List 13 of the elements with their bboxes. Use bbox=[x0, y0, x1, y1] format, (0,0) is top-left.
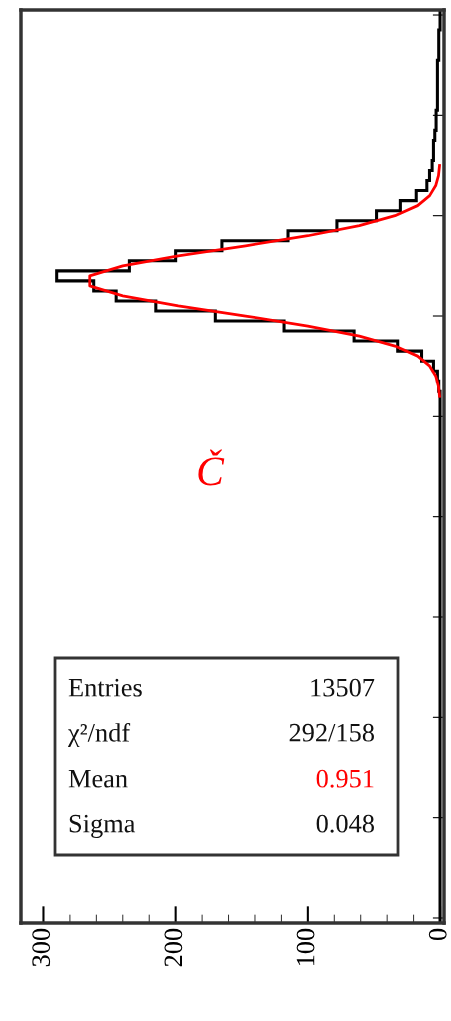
x-tick-label: 200 bbox=[164, 928, 183, 967]
annotation: Mean bbox=[68, 770, 128, 788]
annotation: Sigma bbox=[69, 814, 136, 838]
x-tick-label: 0 bbox=[428, 928, 447, 941]
annotation: 292/158 bbox=[289, 723, 374, 742]
annotation: 0.048 bbox=[316, 814, 374, 833]
annotation: 13507 bbox=[311, 678, 375, 697]
annotation: 0.951 bbox=[316, 769, 374, 788]
annotation: Č bbox=[198, 449, 225, 486]
annotation: Entries bbox=[68, 678, 142, 697]
x-tick-label: 100 bbox=[296, 928, 315, 966]
x-tick-label: 300 bbox=[32, 928, 51, 967]
annotation: χ²/ndf bbox=[67, 722, 131, 748]
